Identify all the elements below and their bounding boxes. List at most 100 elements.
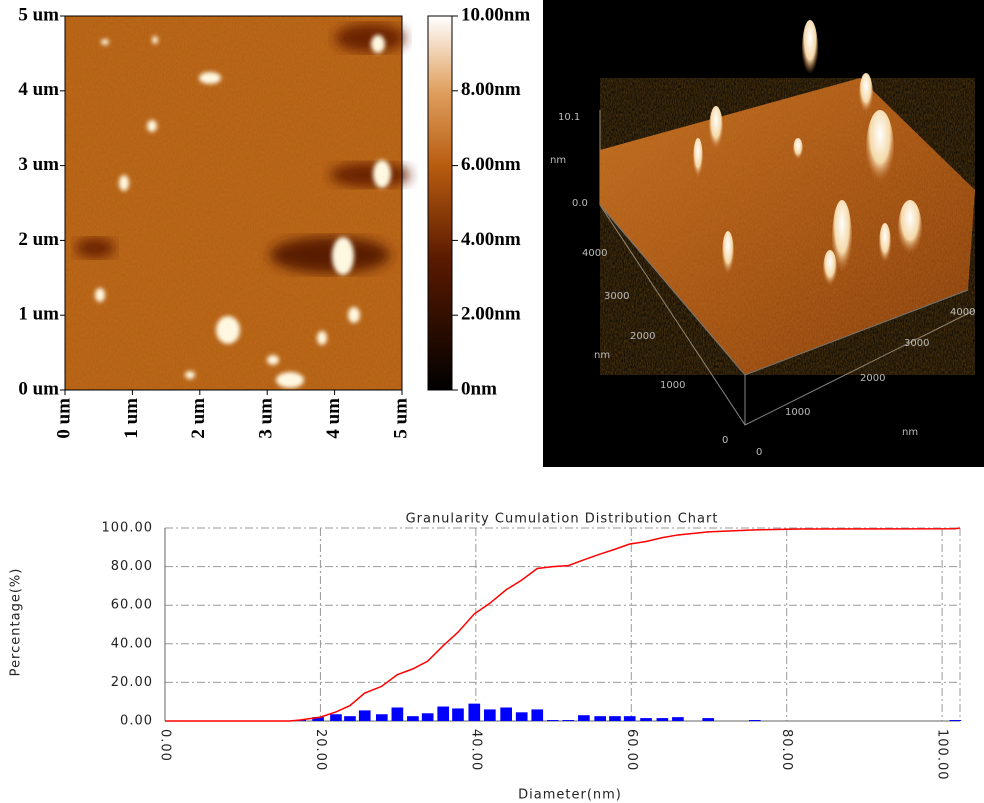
x-tick-label: 40.00 [468,729,483,771]
peak [693,138,703,182]
particle [317,331,327,345]
y-tick-label: 2000 [630,331,655,342]
x-tick-label: 100.00 [935,729,950,781]
x-tick-label: 0.00 [158,729,173,762]
y-tick-label: 4000 [582,248,607,259]
dark-band [75,238,115,258]
particle [185,371,195,379]
y-unit: nm [594,350,610,361]
particle [267,355,279,365]
colorbar-label: 6.00nm [461,154,521,175]
chart-title: Granularity Cumulation Distribution Char… [406,512,719,527]
bar [578,715,590,721]
bar [640,718,652,721]
particle [152,36,158,44]
x-tick-label: 4000 [950,307,975,318]
peak [898,200,922,260]
page: { "afm_2d": { "y_labels": ["5 um", "4 um… [0,0,984,803]
particle [332,237,354,275]
peak [866,110,894,190]
afm-y-label: 1 um [18,304,59,325]
particle [276,372,304,388]
x-tick-label: 0 [756,447,762,458]
x-tick-label: 80.00 [779,729,794,771]
figure: 5 um 4 um 3 um 2 um 1 um 0 um 0 um 1 um 2 um 3 u… [0,0,984,803]
afm-y-axis: 5 um4 um3 um2 um1 um0 um [18,4,65,399]
z-tick-label: 0.0 [572,198,588,209]
dark-band [335,24,405,52]
afm-y-label: 3 um [18,154,59,175]
y-tick-label: 40.00 [111,636,153,651]
cumulative-line [165,528,960,721]
bar [563,720,575,721]
z-unit: nm [550,155,566,166]
colorbar-label: 8.00nm [461,79,521,100]
bar [422,713,434,721]
x-axis-label: Diameter(nm) [518,788,622,803]
particle [216,316,240,344]
bar [749,720,761,721]
afm-x-label: 0 um [53,398,74,439]
afm-2d-image [65,16,410,390]
afm-y-label: 0 um [18,378,59,399]
x-tick-label: 1000 [785,407,810,418]
peak [823,250,837,290]
particle [348,307,360,323]
colorbar-axis: 10.00nm 8.00nm 6.00nm 4.00nm 2.00nm 0nm [452,4,530,399]
particle [95,288,105,302]
dark-band [330,163,410,187]
bar [330,714,342,721]
afm-y-label: 5 um [18,4,59,25]
afm-x-label: 2 um [188,398,209,439]
colorbar [428,16,452,390]
particle [371,35,385,53]
peak [879,223,891,267]
bar [609,716,621,721]
afm-x-axis: 0 um 1 um 2 um 3 um 4 um 5 um [53,390,411,439]
bar [392,707,404,721]
colorbar-label: 4.00nm [461,229,521,250]
bar [702,718,714,721]
x-tick-label: 20.00 [313,729,328,771]
afm-x-label: 3 um [256,398,277,439]
afm-x-label: 1 um [121,398,142,439]
bar [468,704,480,721]
particle [373,160,391,188]
bar [516,712,528,721]
particle [147,120,157,132]
particle [101,39,109,45]
afm-x-label: 4 um [323,398,344,439]
bar [407,716,419,721]
bar [657,718,669,721]
bar [672,717,684,721]
peak [722,231,734,279]
y-axis-label: Percentage(%) [9,568,24,677]
colorbar-label: 10.00nm [461,4,530,25]
x-tick-label: 60.00 [624,729,639,771]
y-tick-label: 0.00 [120,714,153,729]
afm-3d-view: 10.1 nm 0.0 4000 3000 2000 nm 1000 0 0 1… [543,0,984,467]
y-tick-label: 100.00 [102,521,154,536]
colorbar-label: 0nm [461,378,497,399]
particle [199,72,221,84]
bar [344,716,356,721]
particle [119,175,129,191]
bar [359,710,371,721]
bar [484,709,496,721]
y-tick-label: 80.00 [111,559,153,574]
afm-y-label: 2 um [18,229,59,250]
bar [531,709,543,721]
distribution-chart: Granularity Cumulation Distribution Char… [9,512,962,803]
y-tick-label: 60.00 [111,598,153,613]
y-tick-label: 1000 [660,380,685,391]
bar [376,714,388,721]
bar [452,708,464,721]
peak [802,20,818,80]
x-unit: nm [902,427,918,438]
peak [859,73,873,117]
z-tick-label: 10.1 [558,112,580,123]
afm-x-label: 5 um [390,398,411,439]
y-tick-label: 0 [722,435,728,446]
x-tick-label: 3000 [904,338,929,349]
colorbar-label: 2.00nm [461,304,521,325]
